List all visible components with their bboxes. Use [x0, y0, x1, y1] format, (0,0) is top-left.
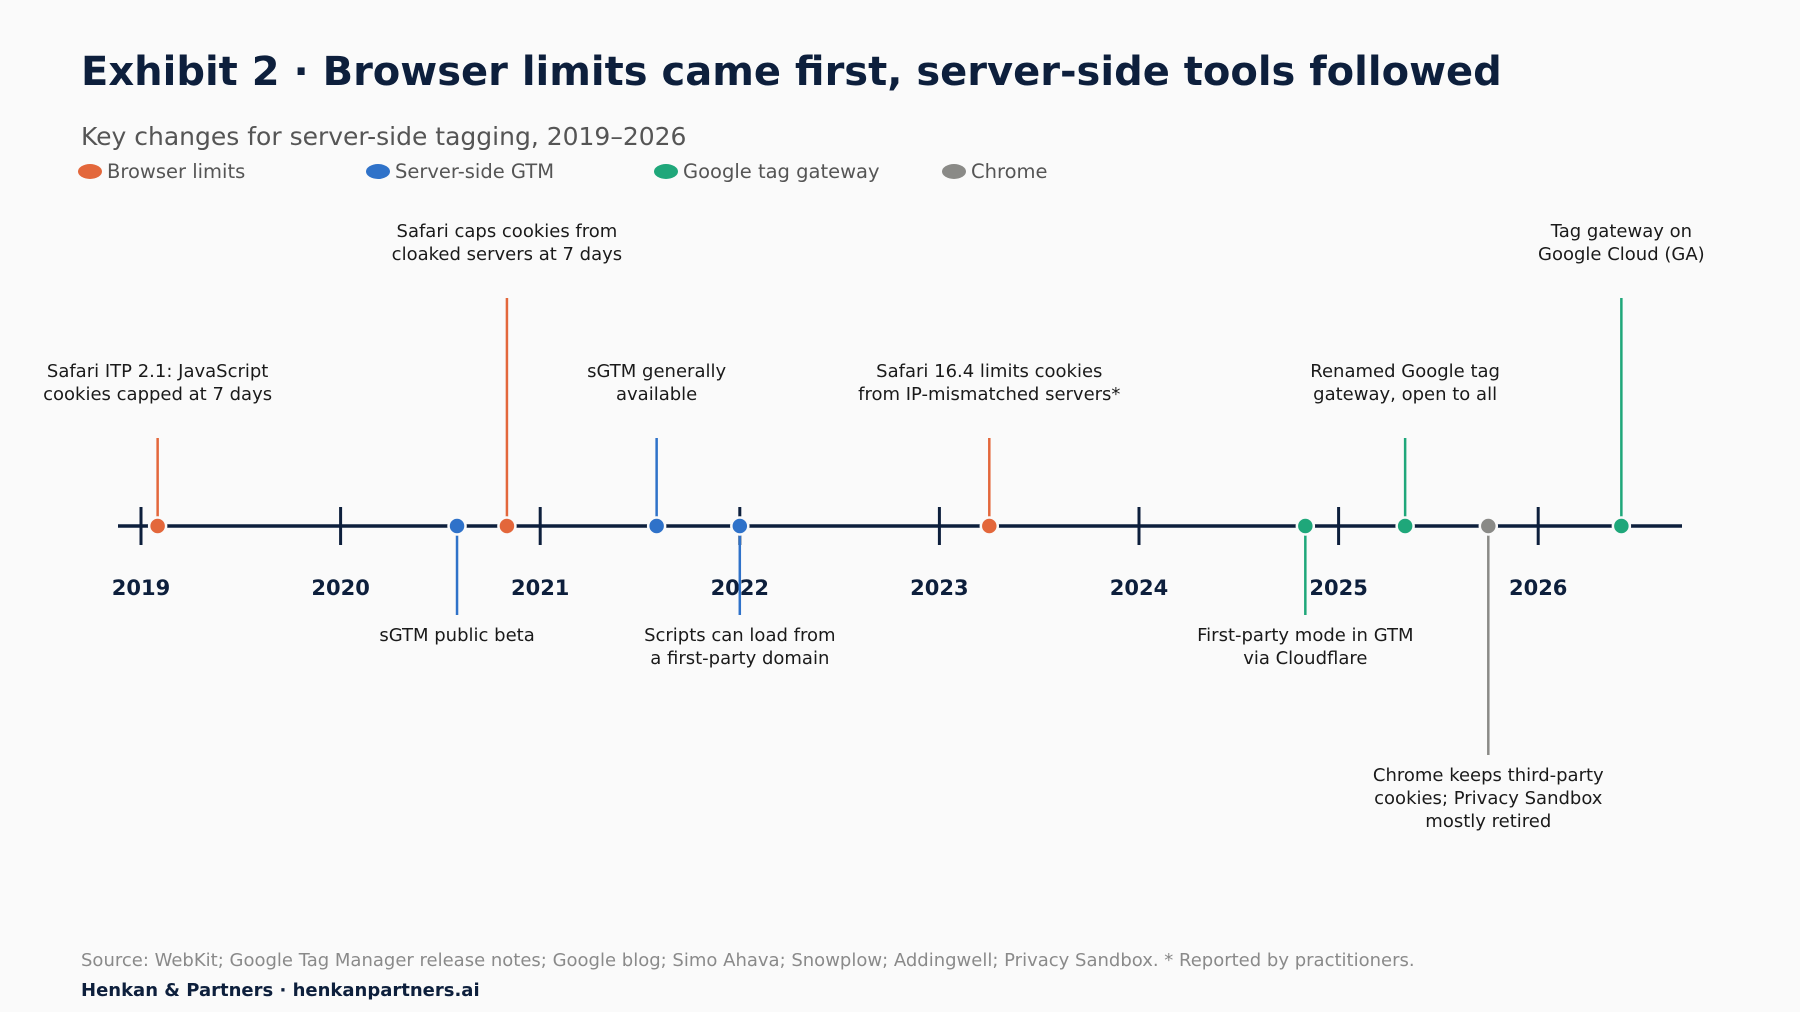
legend-swatch-chrome	[942, 163, 966, 179]
event-marker	[447, 516, 467, 536]
event-label-line: Google Cloud (GA)	[1538, 244, 1705, 265]
event-label: Safari ITP 2.1: JavaScript cookies capped…	[43, 361, 272, 405]
event-label: Safari 16.4 limits cookies from IP-mismat…	[858, 361, 1120, 405]
event-label-line: via Cloudflare	[1243, 648, 1367, 669]
legend-swatch-google-tag-gateway	[654, 163, 678, 179]
event-label: sGTM generally available	[587, 361, 726, 405]
legend-swatch-browser-limits	[78, 163, 102, 179]
legend-item-browser-limits: Browser limits	[78, 158, 245, 184]
event-label-line: Scripts can load from	[644, 625, 835, 646]
legend-swatch-server-side-gtm	[366, 163, 390, 179]
event-marker	[979, 516, 1000, 536]
event-label-line: sGTM public beta	[379, 625, 534, 646]
event-label: Scripts can load from a first-party domai…	[644, 625, 835, 669]
event-marker	[1395, 516, 1415, 536]
chart-subtitle: Key changes for server-side tagging, 201…	[81, 122, 687, 151]
year-label: 2019	[112, 576, 170, 600]
event-label-line: cookies; Privacy Sandbox	[1374, 788, 1603, 809]
event-label-line: sGTM generally	[587, 361, 726, 382]
year-label: 2026	[1509, 576, 1567, 600]
year-label: 2024	[1110, 576, 1168, 600]
event-marker	[646, 516, 667, 536]
legend-label: Browser limits	[107, 159, 246, 183]
event-label-line: available	[616, 384, 697, 405]
event-label: Chrome keeps third-party cookies; Privacy…	[1373, 765, 1604, 832]
event-marker	[1611, 516, 1632, 536]
legend-item-server-side-gtm: Server-side GTM	[366, 158, 554, 184]
event-label-line: mostly retired	[1425, 811, 1551, 832]
event-label-line: Chrome keeps third-party	[1373, 765, 1604, 786]
event-label-line: Safari caps cookies from	[397, 221, 618, 242]
legend-item-google-tag-gateway: Google tag gateway	[654, 158, 880, 184]
event-label-line: Safari 16.4 limits cookies	[876, 361, 1102, 382]
year-label: 2021	[511, 576, 569, 600]
legend-item-chrome: Chrome	[942, 158, 1048, 184]
year-label: 2023	[910, 576, 968, 600]
chart-title: Exhibit 2 · Browser limits came first, s…	[81, 49, 1502, 95]
event-label-line: a first-party domain	[650, 648, 829, 669]
event-label-line: Renamed Google tag	[1310, 361, 1500, 382]
event-label: Renamed Google tag gateway, open to all	[1310, 361, 1500, 405]
event-marker	[497, 516, 517, 536]
event-label: sGTM public beta	[379, 625, 534, 646]
event-label-line: gateway, open to all	[1313, 384, 1497, 405]
legend-label: Chrome	[971, 159, 1048, 183]
event-marker	[147, 516, 168, 536]
event-label: Safari caps cookies from cloaked servers …	[392, 221, 623, 265]
event-label-line: from IP-mismatched servers*	[858, 384, 1120, 405]
brand-line: Henkan & Partners · henkanpartners.ai	[81, 980, 480, 1001]
source-note: Source: WebKit; Google Tag Manager relea…	[81, 950, 1415, 971]
event-label-line: cloaked servers at 7 days	[392, 244, 623, 265]
event-label-line: cookies capped at 7 days	[43, 384, 272, 405]
event-marker	[730, 516, 750, 536]
event-label-line: Tag gateway on	[1550, 221, 1692, 242]
year-label: 2025	[1309, 576, 1367, 600]
year-label: 2020	[311, 576, 369, 600]
event-label-line: Safari ITP 2.1: JavaScript	[47, 361, 268, 382]
event-marker	[1295, 516, 1316, 536]
event-label-line: First-party mode in GTM	[1197, 625, 1413, 646]
event-label: First-party mode in GTM via Cloudflare	[1197, 625, 1413, 669]
event-label: Tag gateway on Google Cloud (GA)	[1538, 221, 1705, 265]
event-marker	[1478, 516, 1499, 536]
legend-label: Server-side GTM	[395, 159, 555, 183]
legend-label: Google tag gateway	[683, 159, 880, 183]
